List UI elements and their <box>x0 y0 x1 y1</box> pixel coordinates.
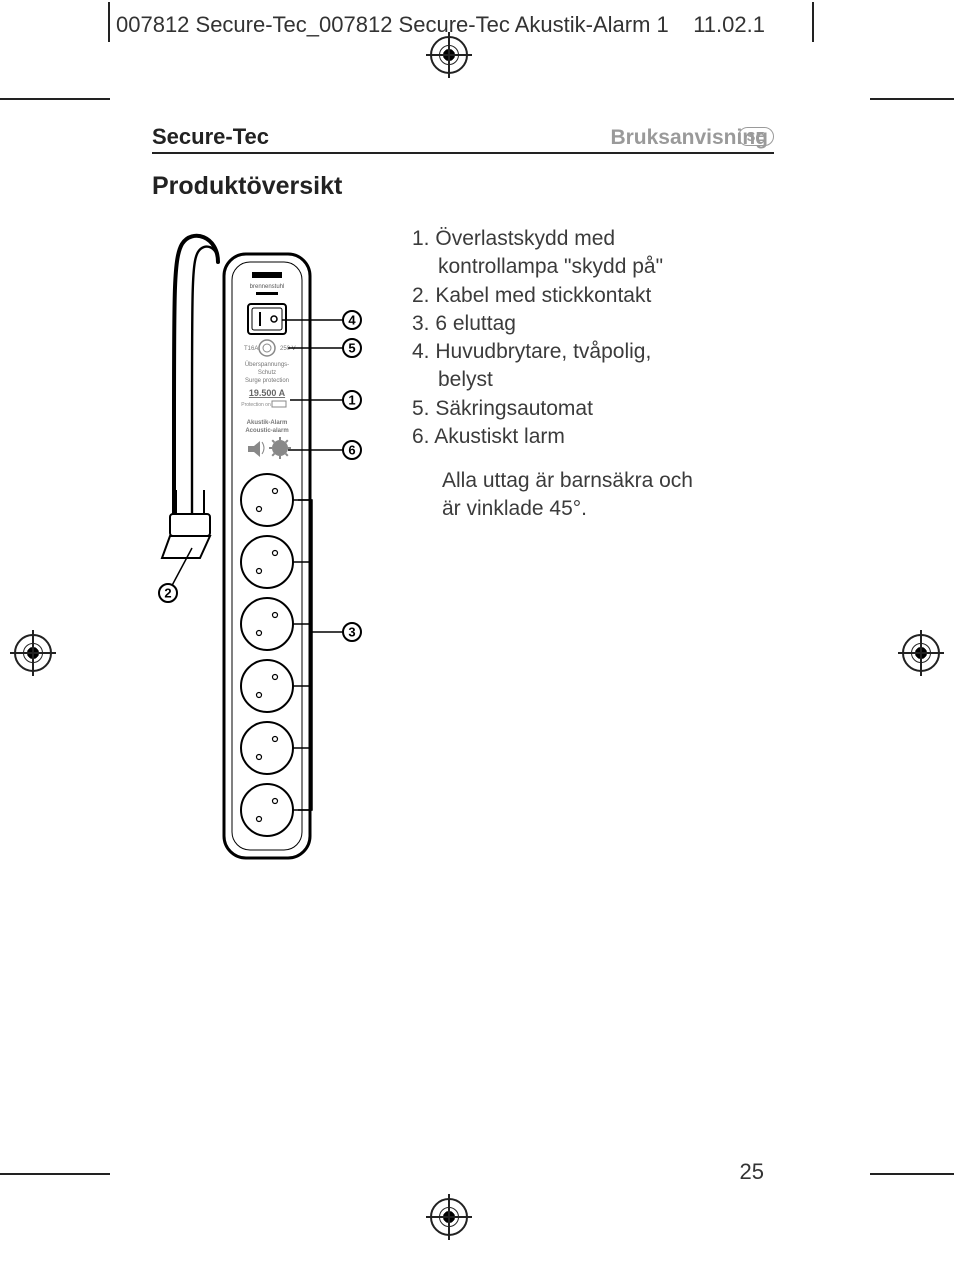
print-date: 11.02.1 <box>693 12 765 37</box>
svg-text:T16A: T16A <box>244 346 258 352</box>
svg-text:3: 3 <box>348 624 355 639</box>
print-header: 007812 Secure-Tec_007812 Secure-Tec Akus… <box>116 12 954 38</box>
registration-mark-top <box>430 36 468 74</box>
legend-item: 6. Akustiskt larm <box>412 424 774 450</box>
crop-guide <box>870 1173 954 1175</box>
svg-text:Acoustic-alarm: Acoustic-alarm <box>245 428 288 434</box>
page-number: 25 <box>740 1159 764 1185</box>
svg-text:Schutz: Schutz <box>258 370 276 376</box>
product-diagram: brennenstuhl T16A 250 V Überspannungs- Schut… <box>152 218 392 883</box>
print-filename: 007812 Secure-Tec_007812 Secure-Tec Akus… <box>116 12 669 37</box>
content-area: brennenstuhl T16A 250 V Überspannungs- Schut… <box>152 218 774 1149</box>
note-line: Alla uttag är barnsäkra och <box>442 468 774 494</box>
svg-text:19.500 A: 19.500 A <box>249 388 286 398</box>
legend-item: 4. Huvudbrytare, tvåpolig, <box>412 339 774 365</box>
doc-header: Secure-Tec Bruksanvisning <box>152 124 774 154</box>
crop-guide <box>0 98 110 100</box>
svg-text:brennenstuhl: brennenstuhl <box>250 284 285 290</box>
svg-text:1: 1 <box>348 392 355 407</box>
legend-item-cont: kontrollampa "skydd på" <box>412 254 774 280</box>
registration-mark-right <box>902 634 940 672</box>
page: 007812 Secure-Tec_007812 Secure-Tec Akus… <box>0 0 954 1269</box>
registration-mark-bottom <box>430 1198 468 1236</box>
svg-text:4: 4 <box>348 312 356 327</box>
svg-text:250 V: 250 V <box>280 346 296 352</box>
crop-guide <box>0 1173 110 1175</box>
svg-text:Akustik-Alarm: Akustik-Alarm <box>247 420 288 426</box>
legend-item: 2. Kabel med stickkontakt <box>412 283 774 309</box>
language-badge: SE <box>738 127 774 146</box>
legend-item: 1. Överlastskydd med <box>412 226 774 252</box>
diagram-svg: brennenstuhl T16A 250 V Überspannungs- Schut… <box>152 218 392 878</box>
legend-item-cont: belyst <box>412 367 774 393</box>
svg-text:2: 2 <box>164 585 171 600</box>
registration-mark-left <box>14 634 52 672</box>
legend-note: Alla uttag är barnsäkra och är vinklade … <box>412 468 774 523</box>
brand-name: Secure-Tec <box>152 124 269 150</box>
svg-text:Protection on: Protection on <box>241 402 271 408</box>
legend-item: 5. Säkringsautomat <box>412 396 774 422</box>
note-line: är vinklade 45°. <box>442 496 774 522</box>
svg-text:Surge protection: Surge protection <box>245 378 289 384</box>
crop-guide <box>870 98 954 100</box>
header-divider-left <box>108 2 110 42</box>
svg-text:5: 5 <box>348 340 355 355</box>
svg-text:6: 6 <box>348 442 355 457</box>
legend-list: 1. Överlastskydd medkontrollampa "skydd … <box>412 226 774 525</box>
legend-item: 3. 6 eluttag <box>412 311 774 337</box>
section-title: Produktöversikt <box>152 172 342 201</box>
svg-text:Überspannungs-: Überspannungs- <box>245 361 289 368</box>
